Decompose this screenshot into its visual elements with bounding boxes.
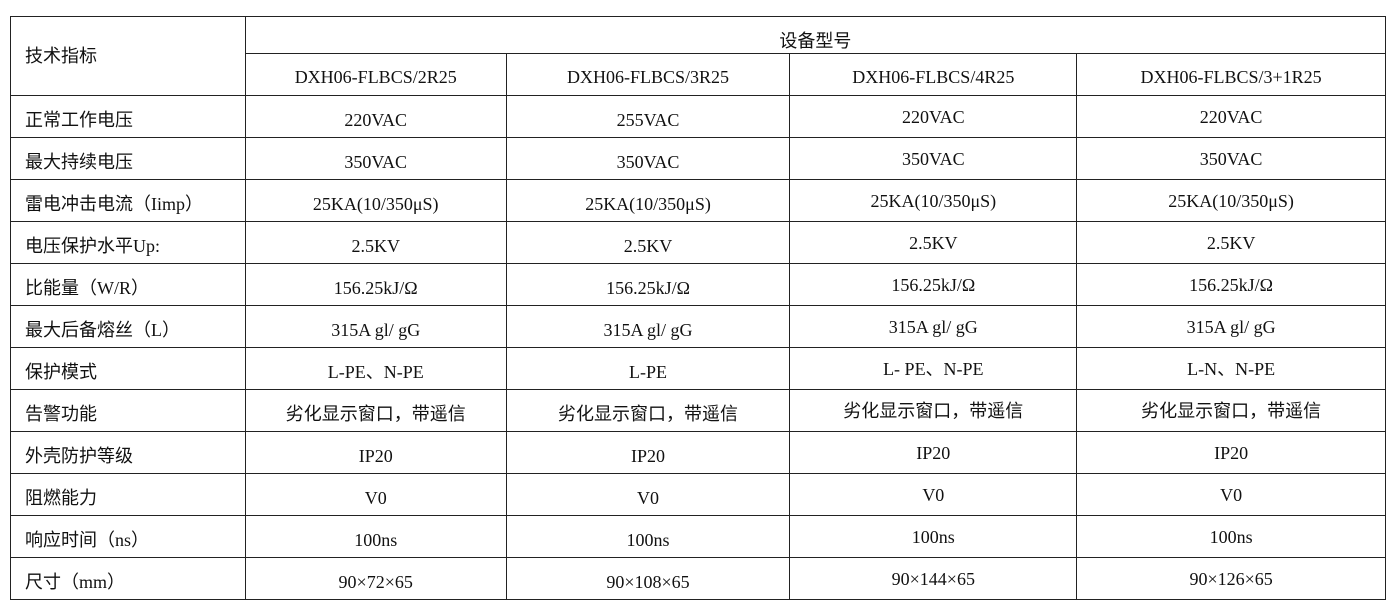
table-cell: 劣化显示窗口，带遥信 <box>789 389 1078 432</box>
model-header: DXH06-FLBCS/4R25 <box>789 53 1078 96</box>
table-cell: 2.5KV <box>789 221 1078 264</box>
table-row: 电压保护水平Up: 2.5KV 2.5KV 2.5KV 2.5KV <box>10 221 1386 264</box>
table-cell: 90×126×65 <box>1076 557 1386 600</box>
model-group-header: 设备型号 <box>244 16 1387 54</box>
table-cell: 2.5KV <box>505 221 791 264</box>
table-row: 尺寸（mm） 90×72×65 90×108×65 90×144×65 90×126×6… <box>10 557 1386 600</box>
table-cell: V0 <box>789 473 1078 516</box>
table-row: 保护模式 L-PE、N-PE L-PE L- PE、N-PE L-N、N-PE <box>10 347 1386 390</box>
table-cell: 350VAC <box>244 137 507 180</box>
table-cell: 315A gl/ gG <box>244 305 507 348</box>
table-cell: 220VAC <box>1076 95 1386 138</box>
table-row: 正常工作电压 220VAC 255VAC 220VAC 220VAC <box>10 95 1386 138</box>
model-header: DXH06-FLBCS/3+1R25 <box>1076 53 1386 96</box>
table-cell: 156.25kJ/Ω <box>244 263 507 306</box>
table-cell: 220VAC <box>789 95 1078 138</box>
table-cell: 劣化显示窗口，带遥信 <box>505 389 791 432</box>
table-cell: 100ns <box>244 515 507 558</box>
table-row: 最大持续电压 350VAC 350VAC 350VAC 350VAC <box>10 137 1386 180</box>
row-label: 最大后备熔丝（L） <box>10 305 246 348</box>
table-cell: 156.25kJ/Ω <box>789 263 1078 306</box>
row-label: 雷电冲击电流（Iimp） <box>10 179 246 222</box>
row-label: 尺寸（mm） <box>10 557 246 600</box>
spec-table: 技术指标 设备型号 DXH06-FLBCS/2R25 DXH06-FLBCS/3… <box>10 16 1387 600</box>
row-label: 最大持续电压 <box>10 137 246 180</box>
table-cell: 100ns <box>505 515 791 558</box>
table-row: 阻燃能力 V0 V0 V0 V0 <box>10 473 1386 516</box>
table-row: 响应时间（ns） 100ns 100ns 100ns 100ns <box>10 515 1386 558</box>
table-cell: 25KA(10/350μS) <box>505 179 791 222</box>
table-cell: IP20 <box>1076 431 1386 474</box>
table-cell: IP20 <box>505 431 791 474</box>
table-cell: 劣化显示窗口，带遥信 <box>1076 389 1386 432</box>
header-row: 技术指标 设备型号 <box>10 16 1387 96</box>
row-label: 正常工作电压 <box>10 95 246 138</box>
model-header: DXH06-FLBCS/3R25 <box>505 53 791 96</box>
table-cell: 2.5KV <box>244 221 507 264</box>
table-cell: IP20 <box>789 431 1078 474</box>
table-cell: 350VAC <box>789 137 1078 180</box>
table-row: 告警功能 劣化显示窗口，带遥信 劣化显示窗口，带遥信 劣化显示窗口，带遥信 劣化显示窗口… <box>10 389 1386 432</box>
table-cell: 25KA(10/350μS) <box>244 179 507 222</box>
table-cell: V0 <box>505 473 791 516</box>
table-cell: L-PE、N-PE <box>244 347 507 390</box>
table-cell: 90×144×65 <box>789 557 1078 600</box>
table-cell: 156.25kJ/Ω <box>1076 263 1386 306</box>
table-cell: 劣化显示窗口，带遥信 <box>244 389 507 432</box>
table-cell: L- PE、N-PE <box>789 347 1078 390</box>
row-label: 电压保护水平Up: <box>10 221 246 264</box>
table-cell: 255VAC <box>505 95 791 138</box>
table-cell: 25KA(10/350μS) <box>1076 179 1386 222</box>
table-row: 最大后备熔丝（L） 315A gl/ gG 315A gl/ gG 315A gl/ … <box>10 305 1386 348</box>
table-cell: 315A gl/ gG <box>505 305 791 348</box>
table-cell: 220VAC <box>244 95 507 138</box>
table-cell: IP20 <box>244 431 507 474</box>
table-row: 外壳防护等级 IP20 IP20 IP20 IP20 <box>10 431 1386 474</box>
row-label: 外壳防护等级 <box>10 431 246 474</box>
table-cell: 2.5KV <box>1076 221 1386 264</box>
table-cell: 315A gl/ gG <box>1076 305 1386 348</box>
row-label: 阻燃能力 <box>10 473 246 516</box>
table-row: 雷电冲击电流（Iimp） 25KA(10/350μS) 25KA(10/350μS)… <box>10 179 1386 222</box>
table-cell: V0 <box>1076 473 1386 516</box>
table-cell: V0 <box>244 473 507 516</box>
table-cell: 315A gl/ gG <box>789 305 1078 348</box>
table-row: 比能量（W/R） 156.25kJ/Ω 156.25kJ/Ω 156.25kJ/Ω 15… <box>10 263 1386 306</box>
table-cell: 156.25kJ/Ω <box>505 263 791 306</box>
table-cell: 100ns <box>789 515 1078 558</box>
row-label: 响应时间（ns） <box>10 515 246 558</box>
row-label: 比能量（W/R） <box>10 263 246 306</box>
row-label: 告警功能 <box>10 389 246 432</box>
table-cell: 90×108×65 <box>505 557 791 600</box>
table-cell: 25KA(10/350μS) <box>789 179 1078 222</box>
table-cell: 350VAC <box>505 137 791 180</box>
table-cell: 100ns <box>1076 515 1386 558</box>
spec-header: 技术指标 <box>10 16 246 96</box>
row-label: 保护模式 <box>10 347 246 390</box>
model-row: DXH06-FLBCS/2R25 DXH06-FLBCS/3R25 DXH06-… <box>11 53 1386 96</box>
table-cell: 350VAC <box>1076 137 1386 180</box>
table-cell: L-N、N-PE <box>1076 347 1386 390</box>
table-cell: 90×72×65 <box>244 557 507 600</box>
model-header: DXH06-FLBCS/2R25 <box>244 53 507 96</box>
table-cell: L-PE <box>505 347 791 390</box>
